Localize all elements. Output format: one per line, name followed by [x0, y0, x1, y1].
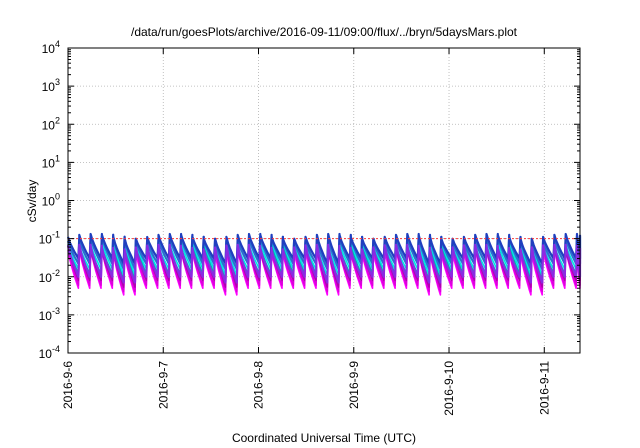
- y-tick-label: 100: [42, 192, 60, 209]
- x-tick-label: 2016-9-9: [347, 361, 361, 409]
- y-tick-label: 101: [42, 153, 60, 170]
- y-tick-label: 103: [42, 77, 60, 94]
- x-tick-label: 2016-9-8: [252, 361, 266, 409]
- x-tick-label: 2016-9-7: [156, 361, 170, 409]
- x-tick-label: 2016-9-10: [442, 361, 456, 416]
- series-line-8: [66, 243, 582, 284]
- y-tick-label: 102: [42, 115, 60, 132]
- y-tick-label: 10-1: [39, 230, 60, 247]
- grid-lines: [68, 48, 580, 353]
- x-axis-label: Coordinated Universal Time (UTC): [232, 431, 416, 445]
- series-line-7: [66, 232, 582, 265]
- y-axis-label: cSv/day: [25, 180, 39, 223]
- x-tick-label: 2016-9-6: [61, 361, 75, 409]
- y-tick-label: 10-3: [39, 306, 60, 323]
- y-tick-label: 104: [42, 39, 60, 56]
- axis-ticks: 10-4 10-3 10-2 10-1 100 101 102 103 104 2016-9-6 2…: [39, 39, 580, 416]
- y-tick-label: 10-4: [39, 344, 60, 361]
- x-tick-label: 2016-9-11: [537, 361, 551, 415]
- chart-title: /data/run/goesPlots/archive/2016-09-11/0…: [131, 25, 518, 39]
- plot-series: [66, 232, 582, 296]
- y-tick-label: 10-2: [39, 268, 60, 285]
